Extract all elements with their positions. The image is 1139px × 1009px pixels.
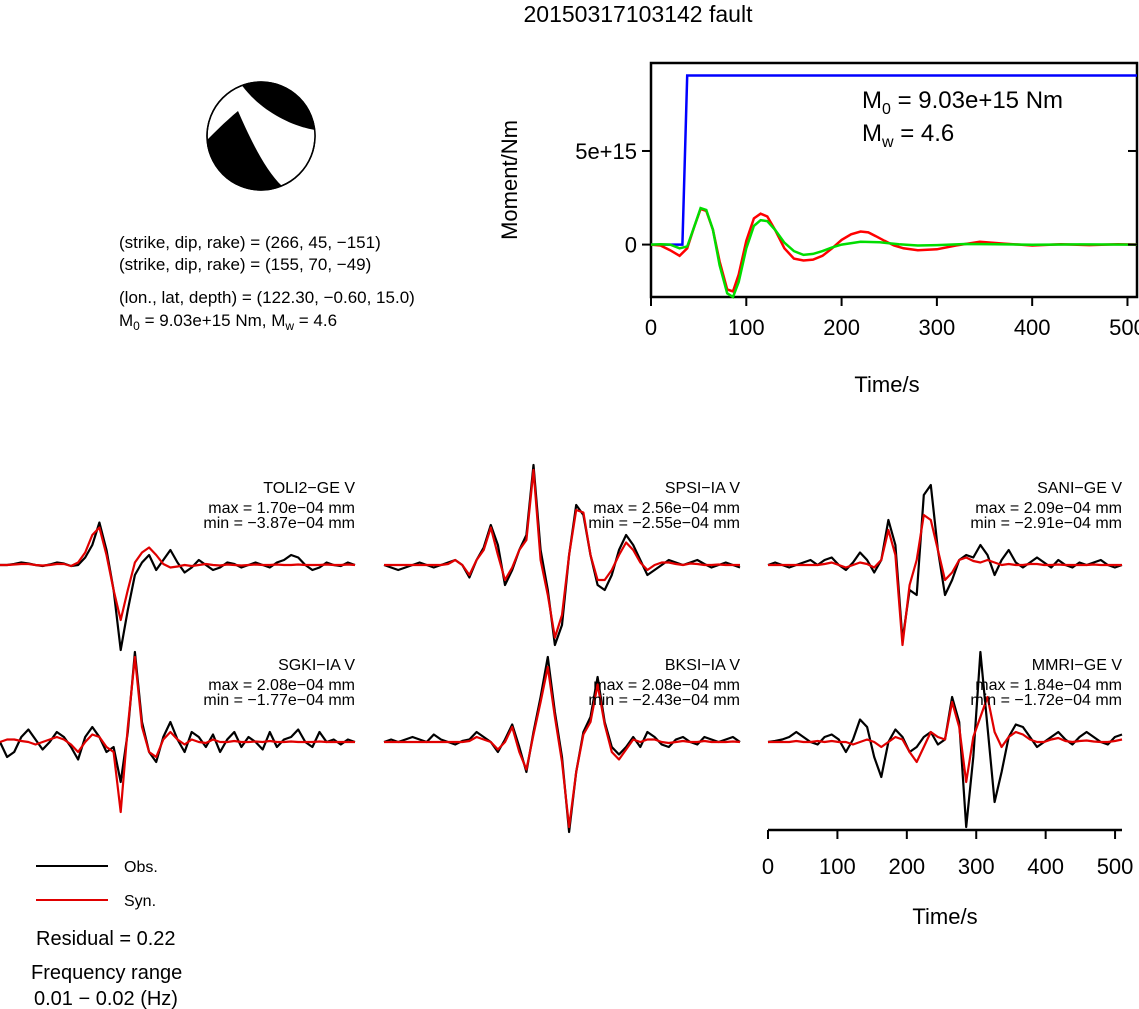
trace-syn bbox=[384, 468, 740, 639]
station-max: max = 2.56e−04 mm bbox=[593, 500, 740, 517]
station-min: min = −2.91e−04 mm bbox=[970, 515, 1122, 532]
trace-syn bbox=[768, 695, 1123, 784]
trace-syn bbox=[768, 513, 1122, 647]
moment-axes: 0 100 200 300 400 500 0 5e+15 bbox=[575, 139, 1139, 340]
moment-xtick-label: 400 bbox=[1014, 315, 1051, 340]
station-max: max = 1.70e−04 mm bbox=[208, 500, 355, 517]
moment-plot bbox=[650, 74, 1138, 299]
moment-xtick-label: 500 bbox=[1109, 315, 1139, 340]
legend-syn-label: Syn. bbox=[124, 893, 156, 910]
focal-mechanism-beachball bbox=[206, 81, 316, 191]
residual-text: Residual = 0.22 bbox=[36, 928, 176, 950]
compressional-quadrant-b bbox=[207, 111, 282, 191]
time-axis-tick-label: 400 bbox=[1027, 854, 1064, 879]
trace-syn bbox=[0, 655, 355, 814]
legend-obs-label: Obs. bbox=[124, 859, 158, 876]
station-min: min = −2.55e−04 mm bbox=[588, 515, 740, 532]
station-max: max = 2.08e−04 mm bbox=[593, 677, 740, 694]
trace-syn bbox=[0, 526, 356, 622]
moment-xtick-label: 300 bbox=[919, 315, 956, 340]
moment-series-2 bbox=[650, 206, 1138, 299]
station-name: TOLI2−GE V bbox=[263, 480, 355, 497]
moment-ytick-label: 5e+15 bbox=[575, 139, 637, 164]
station-min: min = −2.43e−04 mm bbox=[588, 692, 740, 709]
moment-plot-frame bbox=[649, 61, 1139, 299]
station-name: BKSI−IA V bbox=[665, 657, 740, 674]
frequency-title: Frequency range bbox=[31, 962, 182, 984]
moment-ylabel: Moment/Nm bbox=[497, 120, 522, 240]
frequency-value: 0.01 − 0.02 (Hz) bbox=[34, 988, 178, 1009]
station-min: min = −3.87e−04 mm bbox=[203, 515, 355, 532]
plane1-text: (strike, dip, rake) = (266, 45, −151) bbox=[119, 233, 381, 252]
moment-m0-annotation: M0 = 9.03e+15 Nm bbox=[862, 87, 1063, 118]
waveform-xlabel: Time/s bbox=[912, 904, 977, 929]
time-axis-tick-label: 200 bbox=[888, 854, 925, 879]
location-text: (lon., lat, depth) = (122.30, −0.60, 15.… bbox=[119, 288, 415, 307]
trace-obs bbox=[0, 521, 356, 652]
time-axis-tick-label: 300 bbox=[958, 854, 995, 879]
station-min: min = −1.72e−04 mm bbox=[970, 692, 1122, 709]
station-name: SANI−GE V bbox=[1037, 480, 1122, 497]
station-name: MMRI−GE V bbox=[1032, 657, 1123, 674]
station-min: min = −1.77e−04 mm bbox=[203, 692, 355, 709]
station-name: SPSI−IA V bbox=[665, 480, 740, 497]
station-max: max = 1.84e−04 mm bbox=[975, 677, 1122, 694]
time-axis-tick-label: 0 bbox=[762, 854, 774, 879]
moment-xtick-label: 200 bbox=[823, 315, 860, 340]
moment-xtick-label: 0 bbox=[645, 315, 657, 340]
legend: Obs. Syn. bbox=[36, 859, 158, 910]
time-axis-tick-label: 500 bbox=[1097, 854, 1134, 879]
compressional-quadrant-a bbox=[242, 81, 315, 130]
trace-obs bbox=[767, 483, 1123, 642]
trace-syn bbox=[384, 665, 741, 829]
magnitude-text: M0 = 9.03e+15 Nm, Mw = 4.6 bbox=[119, 311, 337, 333]
figure-title: 20150317103142 fault bbox=[524, 1, 754, 27]
time-axis-tick-label: 100 bbox=[819, 854, 856, 879]
station-max: max = 2.09e−04 mm bbox=[975, 500, 1122, 517]
moment-ytick-label: 0 bbox=[625, 233, 637, 258]
waveform-time-axis: 0 100 200 300 400 500 bbox=[762, 828, 1134, 879]
station-name: SGKI−IA V bbox=[278, 657, 355, 674]
moment-xlabel: Time/s bbox=[854, 372, 919, 397]
station-max: max = 2.08e−04 mm bbox=[208, 677, 355, 694]
moment-mw-annotation: Mw = 4.6 bbox=[862, 120, 954, 151]
moment-xtick-label: 100 bbox=[728, 315, 765, 340]
plane2-text: (strike, dip, rake) = (155, 70, −49) bbox=[119, 255, 371, 274]
